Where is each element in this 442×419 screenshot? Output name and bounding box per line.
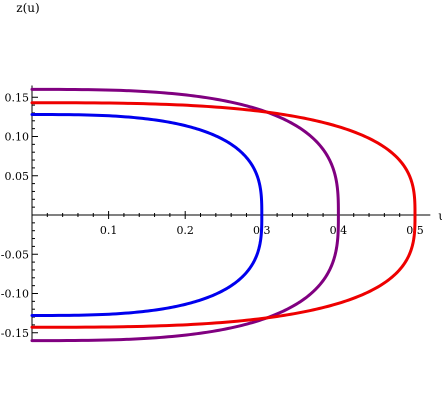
x-minor-ticks	[46, 213, 401, 217]
series-group	[30, 87, 417, 343]
y-ticks: 0.15 0.10 0.05 -0.05 -0.10 -0.15	[1, 91, 38, 340]
x-tick-label: 0.1	[100, 224, 118, 237]
series-curve-2	[30, 87, 340, 343]
x-axis-label: u	[438, 209, 442, 223]
y-tick-label: -0.10	[1, 288, 29, 301]
y-tick-label: -0.15	[1, 327, 29, 340]
series-curve-3	[30, 101, 417, 329]
y-tick-label: -0.05	[1, 248, 29, 261]
y-axis-label: z(u)	[16, 1, 39, 15]
y-tick-label: 0.10	[5, 131, 30, 144]
y-tick-label: 0.15	[5, 91, 30, 104]
y-tick-label: 0.05	[5, 170, 30, 183]
x-tick-label: 0.2	[176, 224, 194, 237]
series-curve-1	[30, 113, 264, 317]
